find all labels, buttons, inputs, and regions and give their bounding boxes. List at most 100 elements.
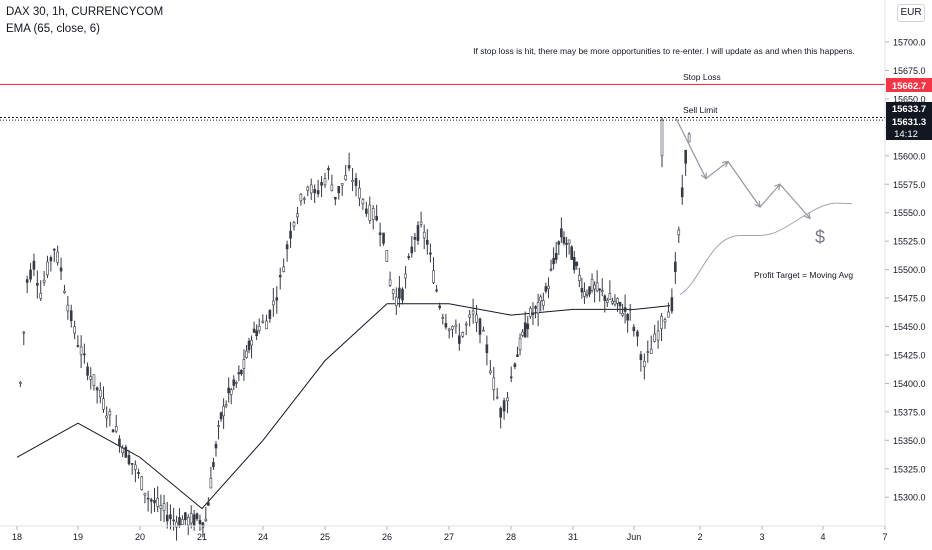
candle-body [616, 298, 619, 304]
candle-body [388, 279, 392, 286]
y-tick-label: 15300.0 [893, 493, 926, 503]
candle-body [410, 246, 414, 254]
candle-body [121, 447, 124, 454]
candle-body [575, 262, 579, 266]
candle-body [606, 300, 609, 303]
candle-body [229, 389, 233, 395]
candle-body [478, 318, 482, 335]
candle-body [19, 382, 22, 384]
candle-body [413, 236, 417, 240]
candle-body [344, 175, 347, 180]
candle-body [235, 382, 238, 384]
candle-body [309, 184, 313, 194]
candle-body [347, 165, 351, 169]
candle-body [588, 286, 591, 295]
candle-body [156, 497, 159, 507]
candle-body [39, 292, 43, 299]
x-tick-label: 24 [258, 532, 268, 542]
candle-body [521, 331, 524, 336]
candle-body [76, 345, 80, 347]
candle-body [531, 312, 535, 315]
candle-body [628, 308, 632, 311]
candle-body [549, 268, 553, 271]
candle-body [237, 372, 241, 375]
candle-body [509, 376, 513, 379]
candle-body [513, 363, 517, 367]
candle-body [422, 231, 426, 239]
candle-body [603, 295, 607, 301]
candle-body [435, 289, 438, 292]
projection-arrow [779, 183, 811, 219]
candle-body [639, 354, 643, 361]
price-axis[interactable]: 15700.015675.015650.015625.015600.015575… [884, 0, 926, 526]
candle-body [583, 291, 586, 297]
price-levels [0, 83, 885, 121]
candle-body [600, 290, 604, 293]
candle-body [224, 404, 228, 407]
x-tick-label: 2 [697, 532, 702, 542]
candle-body [278, 275, 282, 278]
candle-body [541, 300, 545, 306]
candle-body [489, 370, 492, 374]
candle-body [554, 253, 558, 260]
candle-body [99, 389, 102, 398]
candle-body [66, 304, 70, 312]
stop-loss-price: 15662.7 [892, 81, 926, 92]
y-tick-label: 15500.0 [893, 265, 926, 275]
candle-body [618, 301, 622, 307]
candle-body [680, 187, 684, 198]
candle-body [192, 514, 196, 526]
candle-body [598, 288, 601, 291]
candle-body [217, 425, 220, 427]
candle-body [292, 222, 296, 227]
currency-button[interactable]: EUR [897, 4, 925, 22]
candle-body [127, 455, 131, 465]
candle-body [169, 514, 172, 520]
candle-body [143, 492, 147, 496]
candle-body [186, 517, 190, 526]
candle-body [175, 521, 178, 528]
y-tick-label: 15325.0 [893, 464, 926, 474]
y-tick-label: 15375.0 [893, 407, 926, 417]
candle-body [130, 463, 134, 465]
candle-body [621, 312, 624, 316]
candle-body [285, 244, 289, 250]
candle-body [536, 302, 540, 314]
y-tick-label: 15700.0 [893, 38, 926, 48]
candle-body [626, 314, 629, 321]
candle-body [595, 282, 599, 292]
last-price: 15631.3 [892, 117, 926, 128]
candle-body [375, 215, 378, 221]
candle-body [209, 478, 213, 489]
candle-body [684, 149, 687, 164]
candle-body [534, 306, 537, 309]
candle-body [219, 412, 223, 420]
candle-body [257, 325, 261, 331]
candle-body [92, 374, 96, 386]
candle-body [102, 398, 105, 410]
time-axis[interactable]: 18 19 20 21 24 25 26 27 28 31 Jun 2 3 4 7 [0, 525, 888, 542]
candles [19, 117, 691, 541]
candle-body [118, 438, 121, 447]
x-tick-label: 19 [73, 532, 83, 542]
candle-body [178, 517, 181, 526]
indicator-legend[interactable]: EMA (65, close, 6) [6, 23, 100, 35]
candle-body [407, 256, 411, 258]
candle-body [320, 182, 323, 186]
candle-body [201, 522, 205, 528]
candle-body [632, 326, 636, 332]
candle-body [611, 300, 614, 304]
candle-body [461, 332, 465, 337]
projection-arrow [759, 183, 781, 208]
candle-body [667, 311, 670, 318]
candle-body [518, 338, 522, 351]
candle-body [502, 400, 506, 412]
candle-body [382, 232, 385, 244]
dollar-icon: $ [815, 227, 825, 247]
candle-body [272, 300, 275, 306]
x-tick-label: 20 [135, 532, 145, 542]
candle-body [337, 186, 341, 194]
candle-body [330, 184, 334, 191]
candle-body [150, 499, 153, 502]
